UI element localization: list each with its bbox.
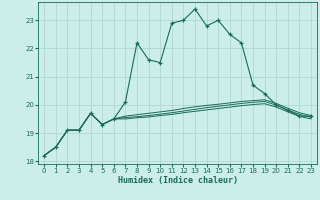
X-axis label: Humidex (Indice chaleur): Humidex (Indice chaleur) [118,176,238,185]
